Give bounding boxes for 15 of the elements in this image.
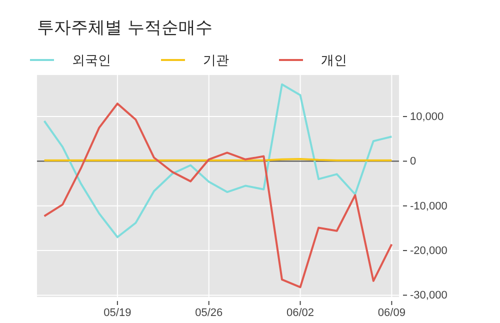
y-tick-label: -20,000	[410, 245, 448, 258]
line-series	[43, 83, 393, 238]
y-tick-label: 10,000	[410, 111, 444, 124]
line-series	[43, 102, 393, 288]
chart-title: 투자주체별 누적순매수	[37, 18, 212, 38]
x-tick-label: 05/19	[104, 306, 132, 319]
legend-label: 외국인	[72, 54, 111, 68]
y-tick-label: -10,000	[410, 200, 448, 212]
y-tick-label: -30,000	[410, 290, 448, 302]
y-tick-label: 0	[410, 156, 416, 168]
legend-label: 개인	[321, 54, 347, 68]
legend-label: 기관	[203, 54, 229, 68]
x-tick-label: 05/26	[195, 306, 223, 319]
x-tick-label: 06/02	[286, 306, 314, 319]
x-tick-label: 06/09	[378, 306, 406, 319]
